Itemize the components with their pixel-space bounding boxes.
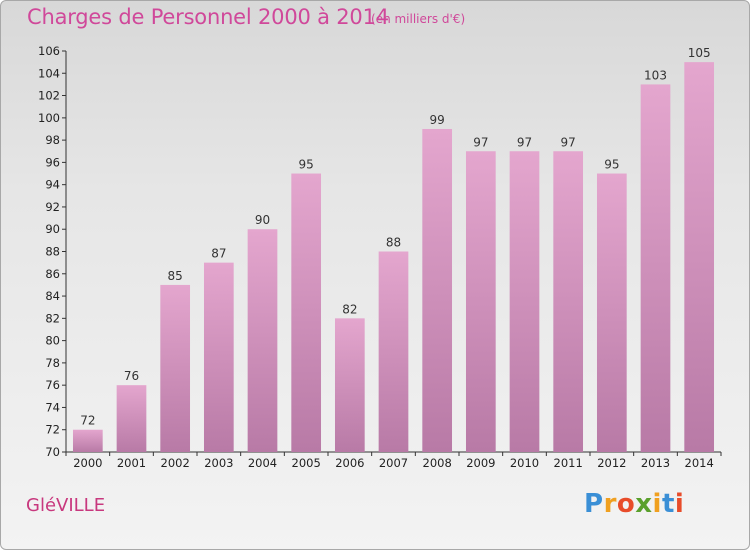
- data-label-2005: 95: [299, 158, 314, 172]
- y-tick-label: 70: [45, 445, 60, 459]
- y-tick-label: 98: [45, 133, 60, 147]
- y-tick-label: 100: [38, 111, 60, 125]
- y-tick-label: 78: [45, 356, 60, 370]
- y-tick-label: 88: [45, 245, 60, 259]
- y-tick-label: 74: [45, 400, 60, 414]
- logo-letter: P: [584, 489, 604, 519]
- logo-letter: i: [674, 489, 685, 519]
- x-tick-label-2006: 2006: [335, 456, 364, 470]
- bar-2012: [596, 173, 627, 452]
- data-label-2004: 90: [255, 213, 270, 227]
- data-label-2011: 97: [561, 135, 576, 149]
- x-tick-label-2011: 2011: [554, 456, 583, 470]
- data-label-2003: 87: [211, 247, 226, 261]
- y-tick-label: 102: [38, 89, 60, 103]
- y-tick-label: 104: [38, 66, 60, 80]
- y-tick-label: 76: [45, 378, 60, 392]
- bar-2010: [509, 151, 540, 452]
- y-tick-label: 92: [45, 200, 60, 214]
- data-label-2010: 97: [517, 135, 532, 149]
- data-label-2001: 76: [124, 369, 139, 383]
- y-tick-label: 96: [45, 155, 60, 169]
- x-tick-label-2010: 2010: [510, 456, 539, 470]
- x-tick-label-2004: 2004: [248, 456, 277, 470]
- bar-2013: [640, 84, 671, 453]
- x-tick-label-2014: 2014: [685, 456, 714, 470]
- bar-2003: [203, 262, 234, 452]
- bar-2008: [422, 128, 453, 452]
- y-tick-label: 106: [38, 44, 60, 58]
- data-label-2014: 105: [688, 46, 711, 60]
- axes: 70 72 74 76 78 80 82 84 86 88 90 92 94 96 98 100 102 104 1…: [38, 44, 722, 459]
- data-label-2013: 103: [644, 68, 667, 82]
- x-tick-label-2001: 2001: [117, 456, 146, 470]
- y-tick-label: 80: [45, 334, 60, 348]
- labels: 72 2000 76 2001 85 2002 87 2003 90 2004 95 2005 82 20…: [73, 46, 714, 470]
- data-label-2007: 88: [386, 236, 401, 250]
- chart-subtitle: (en milliers d'€): [371, 12, 466, 26]
- x-tick-label-2009: 2009: [466, 456, 495, 470]
- chart-title: Charges de Personnel 2000 à 2014: [27, 5, 389, 29]
- y-tick-label: 86: [45, 267, 60, 281]
- data-label-2006: 82: [342, 302, 357, 316]
- y-tick-label: 84: [45, 289, 60, 303]
- x-tick-label-2002: 2002: [161, 456, 190, 470]
- bar-2006: [334, 318, 365, 452]
- bar-2004: [247, 229, 278, 452]
- logo-letter: i: [652, 489, 662, 519]
- bar-2009: [465, 151, 496, 452]
- bar-2000: [72, 429, 103, 452]
- bar-2002: [160, 284, 191, 452]
- y-tick-label: 72: [45, 423, 60, 437]
- x-tick-label-2000: 2000: [73, 456, 102, 470]
- x-tick-label-2013: 2013: [641, 456, 670, 470]
- data-label-2008: 99: [430, 113, 445, 127]
- data-label-2002: 85: [168, 269, 183, 283]
- bar-2011: [553, 151, 584, 452]
- bar-2005: [291, 173, 322, 452]
- x-tick-label-2007: 2007: [379, 456, 408, 470]
- x-tick-label-2003: 2003: [204, 456, 233, 470]
- logo-letter: t: [661, 489, 675, 519]
- x-tick-label-2005: 2005: [292, 456, 321, 470]
- bar-2001: [116, 385, 147, 452]
- bar-2007: [378, 251, 409, 452]
- y-tick-label: 90: [45, 222, 60, 236]
- data-label-2012: 95: [604, 158, 619, 172]
- logo-letter: o: [616, 489, 636, 519]
- bars: [72, 62, 715, 453]
- x-tick-label-2012: 2012: [597, 456, 626, 470]
- y-tick-label: 82: [45, 311, 60, 325]
- data-label-2009: 97: [473, 135, 488, 149]
- bar-2014: [684, 62, 715, 453]
- x-tick-label-2008: 2008: [423, 456, 452, 470]
- data-label-2000: 72: [80, 414, 95, 428]
- logo-letter: r: [603, 489, 617, 519]
- logo-letter: x: [635, 489, 653, 519]
- town-name: GléVILLE: [26, 495, 106, 516]
- y-tick-label: 94: [45, 178, 60, 192]
- proxiti-logo[interactable]: Proxiti: [584, 489, 684, 519]
